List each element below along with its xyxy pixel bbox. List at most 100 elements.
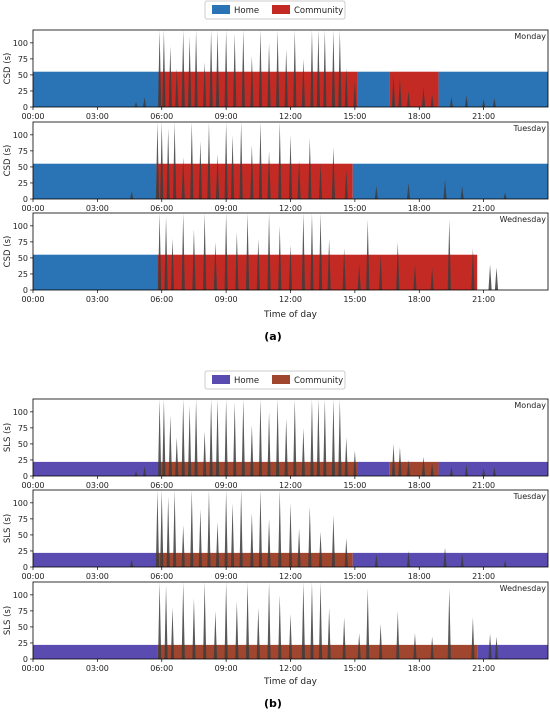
y-axis-label: CSD (s) xyxy=(3,236,13,268)
activity-spike xyxy=(288,245,293,290)
activity-spike xyxy=(301,582,305,659)
activity-spike xyxy=(503,560,507,567)
activity-spike xyxy=(357,264,361,290)
activity-spike xyxy=(471,617,475,659)
y-tick-label: 100 xyxy=(13,131,28,140)
band-home xyxy=(33,254,158,290)
activity-spike xyxy=(158,582,162,659)
activity-spike xyxy=(241,399,245,476)
x-tick-label: 06:00 xyxy=(150,664,173,673)
band-community xyxy=(156,163,353,199)
y-tick-label: 100 xyxy=(13,408,28,417)
activity-spike xyxy=(353,450,357,476)
activity-spike xyxy=(245,213,250,290)
axes-monday: 0 25 50 75 100 00:00 03:00 06:00 09:00 12:00 15:00… xyxy=(3,29,549,121)
activity-spike xyxy=(288,614,293,659)
activity-spike xyxy=(203,431,207,476)
activity-spike xyxy=(301,58,305,107)
axes-tuesday: 0 25 50 75 100 00:00 03:00 06:00 09:00 12:00 15:00… xyxy=(3,489,549,581)
activity-spike xyxy=(449,466,454,476)
y-tick-label: 0 xyxy=(23,563,28,572)
band-community xyxy=(157,254,478,290)
activity-spike xyxy=(250,424,254,476)
activity-spike xyxy=(230,502,235,567)
activity-spike xyxy=(344,538,348,567)
x-tick-label: 12:00 xyxy=(279,481,302,490)
band-home xyxy=(33,163,157,199)
plot-area xyxy=(33,490,548,567)
day-label-monday: Monday xyxy=(514,401,546,410)
x-axis-label: Time of day xyxy=(263,310,318,320)
activity-spike xyxy=(166,128,170,199)
legend-swatch-community xyxy=(272,375,290,384)
x-tick-label: 18:00 xyxy=(408,572,431,581)
activity-spike xyxy=(215,399,220,476)
activity-spike xyxy=(460,554,464,567)
activity-spike xyxy=(194,30,198,107)
activity-spike xyxy=(258,30,263,107)
activity-spike xyxy=(396,241,400,290)
x-tick-label: 15:00 xyxy=(343,204,366,213)
band-home xyxy=(33,644,158,659)
y-tick-label: 25 xyxy=(18,270,28,279)
band-home xyxy=(352,552,548,567)
y-tick-label: 100 xyxy=(13,222,28,231)
activity-spike xyxy=(181,399,185,476)
activity-spike xyxy=(276,399,280,476)
x-tick-label: 00:00 xyxy=(21,572,44,581)
y-tick-label: 25 xyxy=(18,179,28,188)
activity-spike xyxy=(331,399,336,476)
activity-spike xyxy=(342,248,346,290)
activity-spike xyxy=(134,470,138,476)
activity-spike xyxy=(235,601,239,659)
x-tick-label: 06:00 xyxy=(150,204,173,213)
activity-spike xyxy=(460,186,464,199)
legend: Home Community xyxy=(204,0,346,20)
activity-spike xyxy=(233,402,237,476)
x-tick-label: 21:00 xyxy=(472,295,495,304)
activity-spike xyxy=(239,122,243,199)
activity-spike xyxy=(492,98,496,107)
activity-spike xyxy=(198,509,202,567)
activity-spike xyxy=(398,78,402,107)
activity-spike xyxy=(166,496,170,567)
activity-spike xyxy=(181,157,185,199)
activity-spike xyxy=(173,490,177,567)
activity-spike xyxy=(482,99,486,107)
activity-spike xyxy=(192,229,196,290)
y-tick-label: 0 xyxy=(23,195,28,204)
activity-spike xyxy=(170,238,175,290)
activity-spike xyxy=(327,607,331,659)
y-tick-label: 25 xyxy=(18,547,28,556)
activity-spike xyxy=(308,138,312,199)
activity-spike xyxy=(158,399,162,476)
activity-spike xyxy=(288,134,293,199)
activity-spike xyxy=(338,30,342,107)
activity-spike xyxy=(190,122,194,199)
activity-spike xyxy=(301,427,305,476)
activity-spike xyxy=(374,554,378,567)
activity-spike xyxy=(379,254,383,290)
x-tick-label: 12:00 xyxy=(279,204,302,213)
legend-label-community: Community xyxy=(294,376,343,386)
activity-spike xyxy=(278,490,282,567)
x-tick-label: 12:00 xyxy=(279,664,302,673)
axes-wednesday: 0 25 50 75 100 00:00 03:00 06:00 09:00 12:00 15:00… xyxy=(3,581,549,673)
activity-spike xyxy=(181,525,185,567)
activity-spike xyxy=(297,528,301,567)
activity-spike xyxy=(443,547,447,567)
x-tick-label: 03:00 xyxy=(86,572,109,581)
band-community xyxy=(156,552,353,567)
activity-spike xyxy=(192,598,196,659)
day-label-tuesday: Tuesday xyxy=(512,124,546,133)
band-home xyxy=(33,552,157,567)
activity-spike xyxy=(447,588,451,659)
activity-spike xyxy=(366,219,370,290)
activity-spike xyxy=(316,30,320,107)
x-tick-label: 15:00 xyxy=(343,664,366,673)
x-tick-label: 18:00 xyxy=(408,204,431,213)
y-tick-label: 25 xyxy=(18,87,28,96)
activity-spike xyxy=(134,101,138,107)
activity-spike xyxy=(215,522,220,567)
activity-spike xyxy=(396,610,400,659)
